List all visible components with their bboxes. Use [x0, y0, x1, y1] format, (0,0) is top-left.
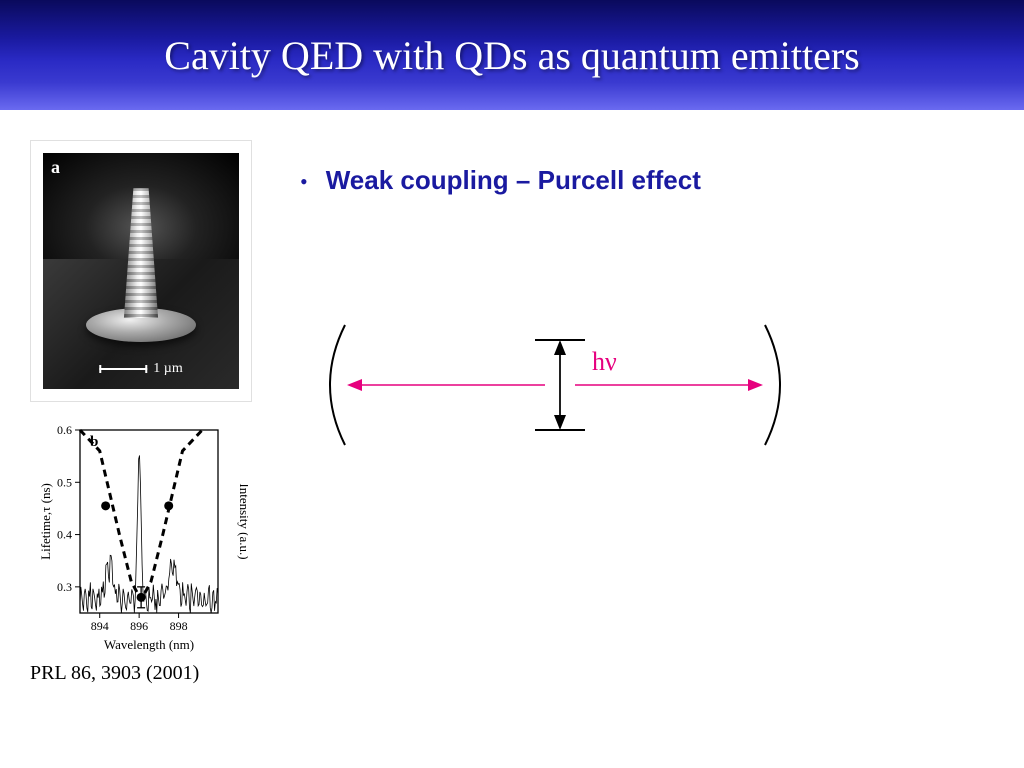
- lifetime-point: [101, 501, 110, 510]
- intensity-trace: [80, 455, 218, 613]
- ytick-label: 0.4: [57, 528, 72, 542]
- citation: PRL 86, 3903 (2001): [30, 662, 199, 685]
- sem-micropillar-figure: a 1 µm: [30, 140, 252, 402]
- axes-frame: [80, 430, 218, 613]
- bullet-text: Weak coupling – Purcell effect: [326, 165, 701, 196]
- bullet-weak-coupling: • Weak coupling – Purcell effect: [300, 165, 701, 196]
- spectrum-svg: 894 896 898 0.3 0.4 0.5 0.6 Wavelength (nm) Life…: [38, 420, 248, 655]
- photon-energy-label: hν: [592, 347, 617, 376]
- ytick-label: 0.5: [57, 475, 72, 489]
- ytick-label: 0.3: [57, 580, 72, 594]
- cavity-schematic: hν: [310, 315, 800, 455]
- xlabel: Wavelength (nm): [104, 637, 194, 652]
- xtick-label: 898: [170, 619, 188, 633]
- scalebar-line: [99, 368, 147, 370]
- sem-image-area: a 1 µm: [43, 153, 239, 389]
- scalebar-label: 1 µm: [153, 361, 182, 377]
- cavity-svg: hν: [310, 315, 800, 455]
- left-mirror-arc: [330, 325, 345, 445]
- bullet-marker: •: [300, 171, 308, 193]
- ylabel-right: Intensity (a.u.): [237, 483, 248, 559]
- ylabel-left: Lifetime,τ (ns): [38, 483, 53, 560]
- slide-title: Cavity QED with QDs as quantum emitters: [164, 32, 859, 79]
- title-bar: Cavity QED with QDs as quantum emitters: [0, 0, 1024, 110]
- right-mirror-arc: [765, 325, 780, 445]
- sem-scalebar: 1 µm: [99, 361, 182, 377]
- ytick-label: 0.6: [57, 423, 72, 437]
- slide-content: a 1 µm • Weak coupling – Purcell effect: [0, 110, 1024, 768]
- xtick-label: 896: [130, 619, 148, 633]
- lifetime-point: [164, 501, 173, 510]
- panel-label-a: a: [51, 157, 60, 178]
- xtick-label: 894: [91, 619, 109, 633]
- spectrum-lifetime-chart: 894 896 898 0.3 0.4 0.5 0.6 Wavelength (nm) Life…: [38, 420, 248, 655]
